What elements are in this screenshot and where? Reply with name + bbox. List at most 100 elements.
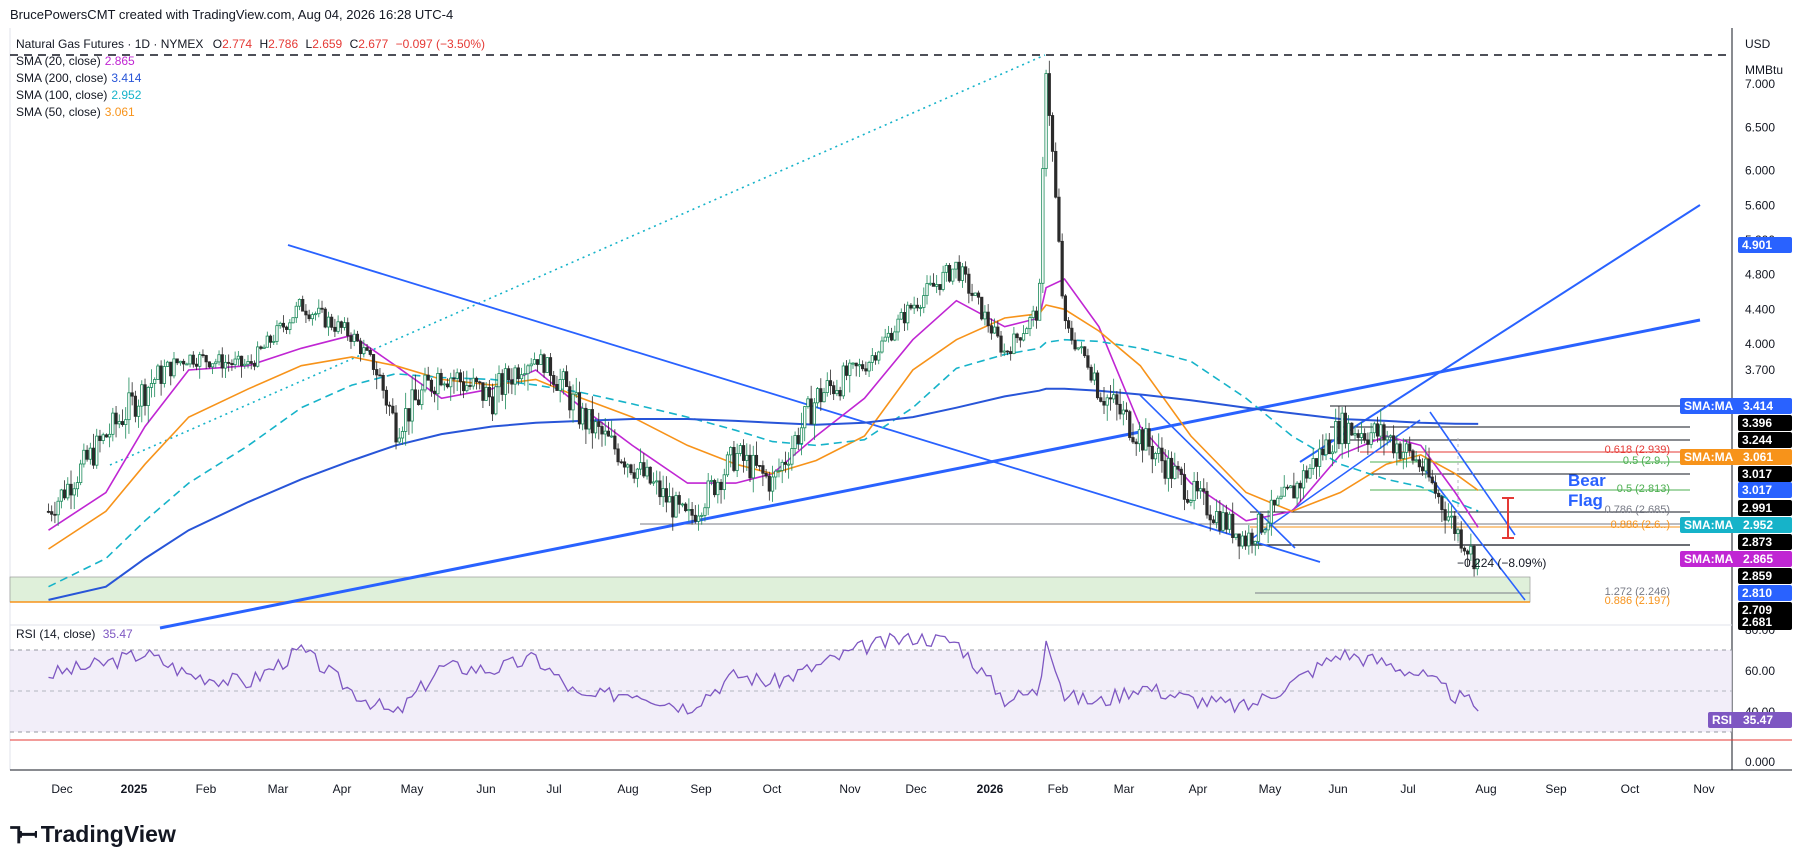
candle-body bbox=[745, 454, 749, 461]
candle-body bbox=[635, 468, 639, 479]
indicator-sma50[interactable]: SMA (50, close) 3.061 bbox=[16, 104, 485, 121]
fib-level-label: 0.618 (2.939) bbox=[1605, 444, 1670, 456]
candle-body bbox=[423, 374, 427, 391]
candle-body bbox=[75, 482, 80, 490]
candle-body bbox=[883, 336, 887, 342]
close-value: 2.677 bbox=[358, 37, 389, 51]
candle-body bbox=[1437, 492, 1441, 498]
candle-body bbox=[1340, 412, 1344, 445]
price-tag-label: 3.017 bbox=[1742, 467, 1772, 481]
candle-body bbox=[1054, 150, 1058, 198]
candle-body bbox=[114, 412, 118, 425]
candle-body bbox=[1089, 366, 1093, 381]
candle-body bbox=[108, 433, 112, 438]
fib-level-label: 0.786 (2.685) bbox=[1605, 504, 1670, 516]
candle-body bbox=[1221, 512, 1225, 531]
candle-body bbox=[957, 261, 961, 281]
sma50-line bbox=[48, 304, 1479, 550]
candle-body bbox=[474, 377, 479, 383]
candle-body bbox=[1009, 351, 1013, 354]
change-value: −0.097 (−3.50%) bbox=[395, 37, 486, 51]
candle-body bbox=[1234, 533, 1238, 538]
candle-body bbox=[1047, 73, 1051, 116]
price-tag-label: SMA:MA bbox=[1684, 518, 1734, 532]
candle-body bbox=[265, 335, 269, 348]
candle-body bbox=[1359, 433, 1364, 438]
candle-body bbox=[1050, 115, 1055, 152]
candle-body bbox=[902, 312, 907, 324]
candle-body bbox=[66, 483, 70, 499]
candle-body bbox=[371, 354, 376, 370]
candle-body bbox=[1041, 168, 1045, 284]
symbol-ohlc-row: Natural Gas Futures · 1D · NYMEX O2.774 … bbox=[16, 36, 485, 53]
sma-lines bbox=[48, 277, 1479, 601]
time-tick-label: Mar bbox=[268, 782, 289, 796]
indicator-sma200[interactable]: SMA (200, close) 3.414 bbox=[16, 70, 485, 87]
candle-body bbox=[117, 421, 121, 425]
time-tick-label: Apr bbox=[1189, 782, 1208, 796]
candle-body bbox=[719, 481, 723, 491]
price-tag-value: 2.865 bbox=[1743, 552, 1773, 566]
candle-body bbox=[558, 379, 562, 391]
candle-body bbox=[304, 310, 308, 316]
candle-body bbox=[909, 304, 913, 309]
candle-body bbox=[976, 292, 981, 298]
candle-body bbox=[1021, 333, 1026, 341]
candle-body bbox=[111, 412, 115, 435]
candle-body bbox=[46, 510, 51, 513]
candle-body bbox=[523, 373, 527, 376]
candle-body bbox=[1169, 457, 1174, 479]
candle-body bbox=[1102, 401, 1106, 406]
candle-body bbox=[648, 466, 652, 484]
candle-body bbox=[1108, 397, 1113, 400]
candle-body bbox=[1063, 295, 1067, 322]
level-lines bbox=[640, 405, 1690, 594]
candle-body bbox=[507, 368, 511, 381]
candle-body bbox=[661, 488, 665, 498]
candle-body bbox=[1034, 310, 1039, 321]
candle-body bbox=[803, 406, 807, 429]
candle-body bbox=[275, 325, 279, 342]
time-tick-label: Sep bbox=[690, 782, 712, 796]
candle-body bbox=[664, 488, 668, 503]
candle-body bbox=[777, 470, 781, 472]
rsi-label: RSI (14, close) bbox=[16, 627, 96, 641]
candle-body bbox=[764, 472, 768, 477]
candle-body bbox=[375, 369, 379, 376]
time-tick-label: Mar bbox=[1114, 782, 1135, 796]
candle-body bbox=[967, 273, 971, 294]
indicator-sma100[interactable]: SMA (100, close) 2.952 bbox=[16, 87, 485, 104]
candle-body bbox=[288, 322, 292, 330]
candle-body bbox=[230, 363, 234, 366]
candle-body bbox=[1237, 533, 1241, 547]
candle-body bbox=[516, 367, 520, 380]
candle-body bbox=[410, 389, 414, 422]
candle-body bbox=[326, 316, 331, 328]
candle-body bbox=[1272, 499, 1277, 506]
candle-body bbox=[1031, 310, 1035, 318]
candle-body bbox=[182, 360, 186, 365]
candle-body bbox=[613, 435, 617, 450]
candle-body bbox=[835, 390, 839, 395]
price-tag bbox=[1738, 585, 1792, 601]
price-tick-label: 6.500 bbox=[1745, 120, 1775, 134]
candle-body bbox=[999, 335, 1003, 353]
candle-body bbox=[931, 282, 936, 287]
candle-body bbox=[394, 412, 398, 443]
candle-body bbox=[201, 354, 205, 357]
indicator-sma20[interactable]: SMA (20, close) 2.865 bbox=[16, 53, 485, 70]
candle-body bbox=[1240, 535, 1244, 547]
tradingview-logo[interactable]: ⅂ꟷ TradingView bbox=[10, 818, 176, 850]
candle-body bbox=[1446, 516, 1450, 521]
candle-body bbox=[1086, 355, 1090, 368]
time-tick-label: Aug bbox=[617, 782, 638, 796]
price-tick-label: 7.000 bbox=[1745, 77, 1775, 91]
candle-body bbox=[1469, 545, 1473, 555]
candle-body bbox=[1401, 451, 1405, 459]
candle-body bbox=[632, 472, 636, 479]
chart-attribution: BrucePowersCMT created with TradingView.… bbox=[10, 7, 454, 22]
candle-body bbox=[536, 359, 540, 365]
candle-body bbox=[1198, 488, 1203, 492]
rsi-legend[interactable]: RSI (14, close) 35.47 bbox=[16, 627, 133, 641]
